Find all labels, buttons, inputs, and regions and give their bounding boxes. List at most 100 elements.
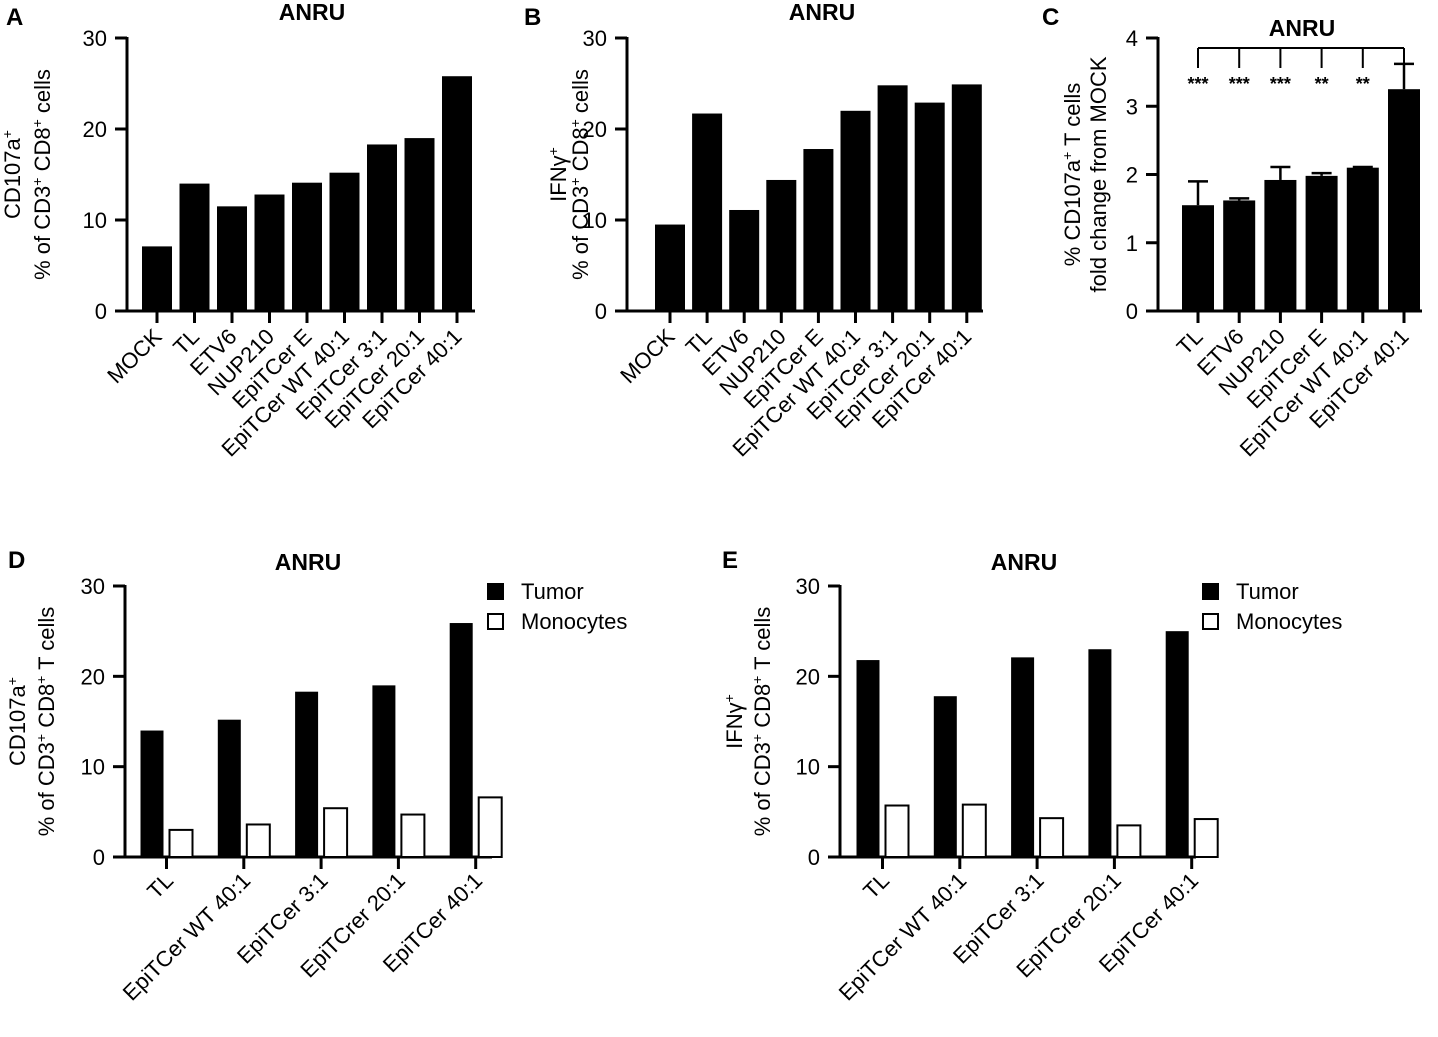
bar bbox=[1264, 179, 1297, 311]
panel-letter: A bbox=[6, 4, 23, 31]
y-tick-label: 0 bbox=[93, 845, 105, 870]
panel-letter: E bbox=[722, 547, 738, 574]
bar bbox=[914, 102, 945, 311]
bar bbox=[1388, 89, 1420, 311]
y-tick-label: 20 bbox=[583, 117, 607, 142]
x-category-label: MOCK bbox=[615, 324, 680, 389]
y-axis-label-line2: fold change from MOCK bbox=[1086, 56, 1111, 292]
y-tick-label: 3 bbox=[1126, 94, 1138, 119]
bar bbox=[292, 182, 322, 311]
chart-panel-b: B ANRU 0 10 20 30 IFNγ+% of CD3+ CD8+ cells MOC… bbox=[524, 0, 983, 461]
y-axis-label-line1: CD107a+ bbox=[0, 130, 25, 219]
legend-swatch-tumor bbox=[1202, 583, 1219, 600]
chart-panel-c: C ANRU 0 1 2 3 4 % CD107a+ T cells fold change f… bbox=[1042, 4, 1422, 461]
y-axis-label-line1: CD107a+ bbox=[4, 677, 30, 766]
bar-tumor bbox=[1165, 631, 1189, 857]
y-axis-label-line1: IFNγ+ bbox=[545, 147, 571, 202]
panel-letter: B bbox=[524, 4, 541, 31]
y-axis-label-line1: % CD107a+ T cells bbox=[1059, 83, 1085, 266]
bar-monocytes bbox=[245, 823, 271, 858]
bar bbox=[1346, 167, 1379, 311]
y-axis-label-line2: % of CD3+ CD8+ T cells bbox=[33, 607, 59, 837]
chart-title: ANRU bbox=[279, 0, 345, 25]
legend-swatch-monocytes bbox=[1202, 613, 1219, 630]
significance-stars: *** bbox=[1270, 74, 1291, 94]
bar bbox=[803, 149, 834, 311]
legend-swatch-tumor bbox=[487, 583, 504, 600]
y-tick-label: 0 bbox=[595, 299, 607, 324]
panel-letter: D bbox=[8, 547, 25, 574]
bar bbox=[404, 138, 435, 311]
bar-tumor bbox=[295, 691, 319, 857]
chart-title: ANRU bbox=[991, 549, 1057, 575]
bar-tumor bbox=[449, 623, 473, 857]
legend-swatch-monocytes bbox=[487, 613, 504, 630]
y-tick-label: 0 bbox=[95, 299, 107, 324]
bar bbox=[179, 183, 210, 311]
bar-monocytes bbox=[168, 828, 194, 859]
bar-tumor bbox=[1088, 649, 1112, 857]
y-tick-label: 0 bbox=[808, 845, 820, 870]
bar-monocytes bbox=[1193, 818, 1219, 858]
significance-stars: ** bbox=[1356, 74, 1370, 94]
x-category-label: EpiTCer WT 40:1 bbox=[118, 868, 256, 1006]
bar bbox=[442, 76, 472, 311]
legend-label: Monocytes bbox=[1236, 609, 1342, 634]
bar bbox=[329, 172, 360, 311]
bar-monocytes bbox=[961, 803, 987, 859]
bar-monocytes bbox=[323, 807, 349, 858]
bar bbox=[142, 246, 172, 311]
bar-tumor bbox=[933, 696, 957, 857]
legend-label: Tumor bbox=[1236, 579, 1299, 604]
y-axis-label-line2: % of CD3+ CD8+ cells bbox=[567, 69, 593, 280]
y-tick-label: 2 bbox=[1126, 163, 1138, 188]
bar bbox=[367, 144, 397, 311]
bar-monocytes bbox=[1116, 824, 1142, 859]
legend-label: Monocytes bbox=[521, 609, 627, 634]
bar-tumor bbox=[372, 685, 396, 857]
chart-panel-d: D ANRU 0 10 20 30 CD107a+% of CD3+ CD8+ T cell… bbox=[4, 547, 627, 1005]
bar-monocytes bbox=[884, 804, 910, 859]
y-tick-label: 30 bbox=[81, 574, 105, 599]
y-tick-label: 20 bbox=[81, 664, 105, 689]
significance-stars: ** bbox=[1315, 74, 1329, 94]
chart-title: ANRU bbox=[275, 549, 341, 575]
legend-label: Tumor bbox=[521, 579, 584, 604]
bar bbox=[840, 110, 871, 311]
significance-stars: *** bbox=[1229, 74, 1250, 94]
bar bbox=[1223, 200, 1256, 311]
chart-panel-e: E ANRU 0 10 20 30 IFNγ+% of CD3+ CD8+ T cells T… bbox=[721, 547, 1342, 1005]
bar-tumor bbox=[1011, 657, 1035, 857]
bar bbox=[729, 209, 760, 311]
y-tick-label: 30 bbox=[83, 26, 107, 51]
bar bbox=[692, 113, 723, 311]
bar bbox=[655, 224, 685, 311]
x-category-label: MOCK bbox=[102, 324, 167, 389]
bar bbox=[877, 85, 908, 311]
bar-tumor bbox=[140, 730, 164, 857]
x-category-label: EpiTCer WT 40:1 bbox=[834, 868, 972, 1006]
bar bbox=[217, 206, 247, 311]
y-axis-label-line2: % of CD3+ CD8+ cells bbox=[29, 69, 55, 280]
bar bbox=[951, 84, 982, 311]
chart-title: ANRU bbox=[1269, 15, 1335, 41]
bar-tumor bbox=[856, 660, 880, 857]
y-tick-label: 10 bbox=[796, 755, 820, 780]
y-tick-label: 10 bbox=[81, 755, 105, 780]
chart-panel-a: A ANRU 0 10 20 30 CD107a+% of CD3+ CD8+ cells M… bbox=[0, 0, 475, 461]
bar bbox=[766, 179, 797, 311]
x-category-label: TL bbox=[142, 868, 178, 904]
bar bbox=[1182, 205, 1214, 311]
bar bbox=[1305, 175, 1338, 311]
y-tick-label: 30 bbox=[583, 26, 607, 51]
y-tick-label: 10 bbox=[83, 208, 107, 233]
y-tick-label: 0 bbox=[1126, 299, 1138, 324]
y-axis-label-line2: % of CD3+ CD8+ T cells bbox=[749, 607, 775, 837]
y-tick-label: 20 bbox=[796, 664, 820, 689]
significance-stars: *** bbox=[1187, 74, 1208, 94]
y-tick-label: 1 bbox=[1126, 231, 1138, 256]
bar-tumor bbox=[217, 719, 241, 857]
y-tick-label: 10 bbox=[583, 208, 607, 233]
x-category-label: TL bbox=[858, 868, 894, 904]
